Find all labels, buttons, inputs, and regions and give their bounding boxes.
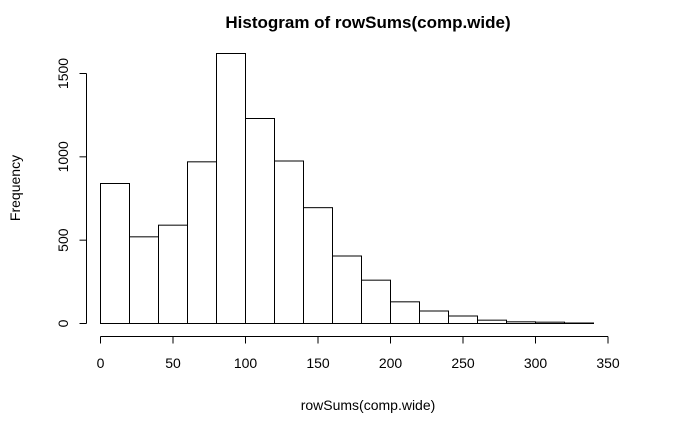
x-tick-label: 200 [379,355,403,371]
histogram-bar [216,53,246,324]
histogram-bar [332,255,362,324]
chart-title: Histogram of rowSums(comp.wide) [225,13,510,32]
histogram-bar [245,118,275,324]
y-tick-label: 1500 [55,58,71,89]
y-axis: 0 500 1000 1500 [55,58,87,327]
histogram-bar [303,207,333,325]
histogram-bar [535,321,565,324]
bars-group [100,53,594,325]
histogram-bar [506,321,536,325]
histogram-bar [129,236,159,324]
histogram-bar [419,310,449,324]
y-tick-label: 0 [55,319,71,327]
histogram-bar [187,161,217,324]
x-tick-label: 350 [596,355,620,371]
y-tick-label: 500 [55,228,71,252]
histogram-bar [390,301,420,325]
x-tick-label: 0 [97,355,105,371]
histogram-bar [564,322,594,324]
histogram-bar [158,224,188,325]
x-tick-label: 150 [306,355,330,371]
x-axis-label: rowSums(comp.wide) [301,397,436,413]
histogram-bar [448,315,478,324]
y-axis-label: Frequency [7,155,23,221]
histogram-bar [100,183,130,324]
histogram-bar [361,279,391,324]
x-tick-label: 100 [234,355,258,371]
x-tick-label: 50 [165,355,181,371]
y-tick-label: 1000 [55,141,71,172]
x-axis: 0 50 100 150 200 250 300 350 [97,336,620,371]
histogram-bar [274,160,304,324]
x-tick-label: 250 [451,355,475,371]
histogram-bar [477,319,507,324]
x-tick-label: 300 [524,355,548,371]
